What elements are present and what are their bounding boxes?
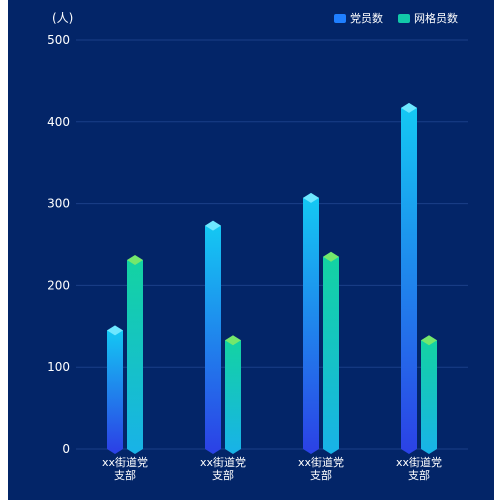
x-tick-label: 支部 bbox=[114, 468, 136, 482]
x-tick-label: xx街道党 bbox=[102, 455, 148, 469]
legend-swatch bbox=[398, 14, 410, 23]
x-tick-label: 支部 bbox=[408, 468, 430, 482]
bar-grid-members[interactable] bbox=[323, 251, 339, 454]
bar-top-cap bbox=[127, 255, 143, 266]
bar-top-cap bbox=[225, 335, 241, 346]
bar-party-members[interactable] bbox=[303, 192, 319, 454]
y-tick-label: 200 bbox=[47, 278, 70, 292]
bar-top-cap bbox=[401, 102, 417, 113]
x-tick-label: xx街道党 bbox=[396, 455, 442, 469]
y-tick-label: 500 bbox=[47, 33, 70, 47]
bar-party-members[interactable] bbox=[107, 325, 123, 454]
bar-top-cap bbox=[323, 251, 339, 262]
bar-grid-members[interactable] bbox=[421, 335, 437, 454]
x-tick-label: xx街道党 bbox=[298, 455, 344, 469]
bar-bottom-cap bbox=[127, 449, 143, 454]
bar-body bbox=[225, 340, 241, 449]
x-tick-label: 支部 bbox=[212, 468, 234, 482]
bar-party-members[interactable] bbox=[205, 220, 221, 454]
bar-bottom-cap bbox=[225, 449, 241, 454]
legend-label: 党员数 bbox=[350, 12, 383, 25]
legend: 党员数 网格员数 bbox=[334, 11, 458, 25]
bar-bottom-cap bbox=[401, 449, 417, 454]
bar-body bbox=[127, 260, 143, 449]
bar-bottom-cap bbox=[107, 449, 123, 454]
bar-grid-members[interactable] bbox=[225, 335, 241, 454]
y-tick-label: 100 bbox=[47, 360, 70, 374]
bar-grid-members[interactable] bbox=[127, 255, 143, 454]
y-tick-label: 0 bbox=[62, 442, 70, 456]
bar-bottom-cap bbox=[421, 449, 437, 454]
legend-label: 网格员数 bbox=[414, 11, 458, 25]
bar-body bbox=[323, 256, 339, 449]
y-tick-label: 400 bbox=[47, 115, 70, 129]
y-tick-label: 300 bbox=[47, 197, 70, 211]
bar-party-members[interactable] bbox=[401, 102, 417, 454]
legend-item[interactable]: 党员数 bbox=[334, 12, 383, 25]
bar-top-cap bbox=[421, 335, 437, 346]
bar-body bbox=[401, 107, 417, 450]
legend-item[interactable]: 网格员数 bbox=[398, 11, 458, 25]
bar-top-cap bbox=[303, 192, 319, 203]
bar-bottom-cap bbox=[205, 449, 221, 454]
bar-top-cap bbox=[205, 220, 221, 231]
x-tick-label: 支部 bbox=[310, 468, 332, 482]
y-axis-unit-label: (人) bbox=[52, 11, 73, 25]
bar-top-cap bbox=[107, 325, 123, 336]
bar-body bbox=[205, 225, 221, 449]
bar-bottom-cap bbox=[303, 449, 319, 454]
x-tick-label: xx街道党 bbox=[200, 455, 246, 469]
bar-body bbox=[303, 197, 319, 449]
bar-body bbox=[107, 330, 123, 449]
bar-bottom-cap bbox=[323, 449, 339, 454]
bar-body bbox=[421, 340, 437, 449]
bars bbox=[107, 102, 437, 454]
y-axis-ticks: 0 100 200 300 400 500 bbox=[47, 33, 70, 456]
legend-swatch bbox=[334, 14, 346, 23]
